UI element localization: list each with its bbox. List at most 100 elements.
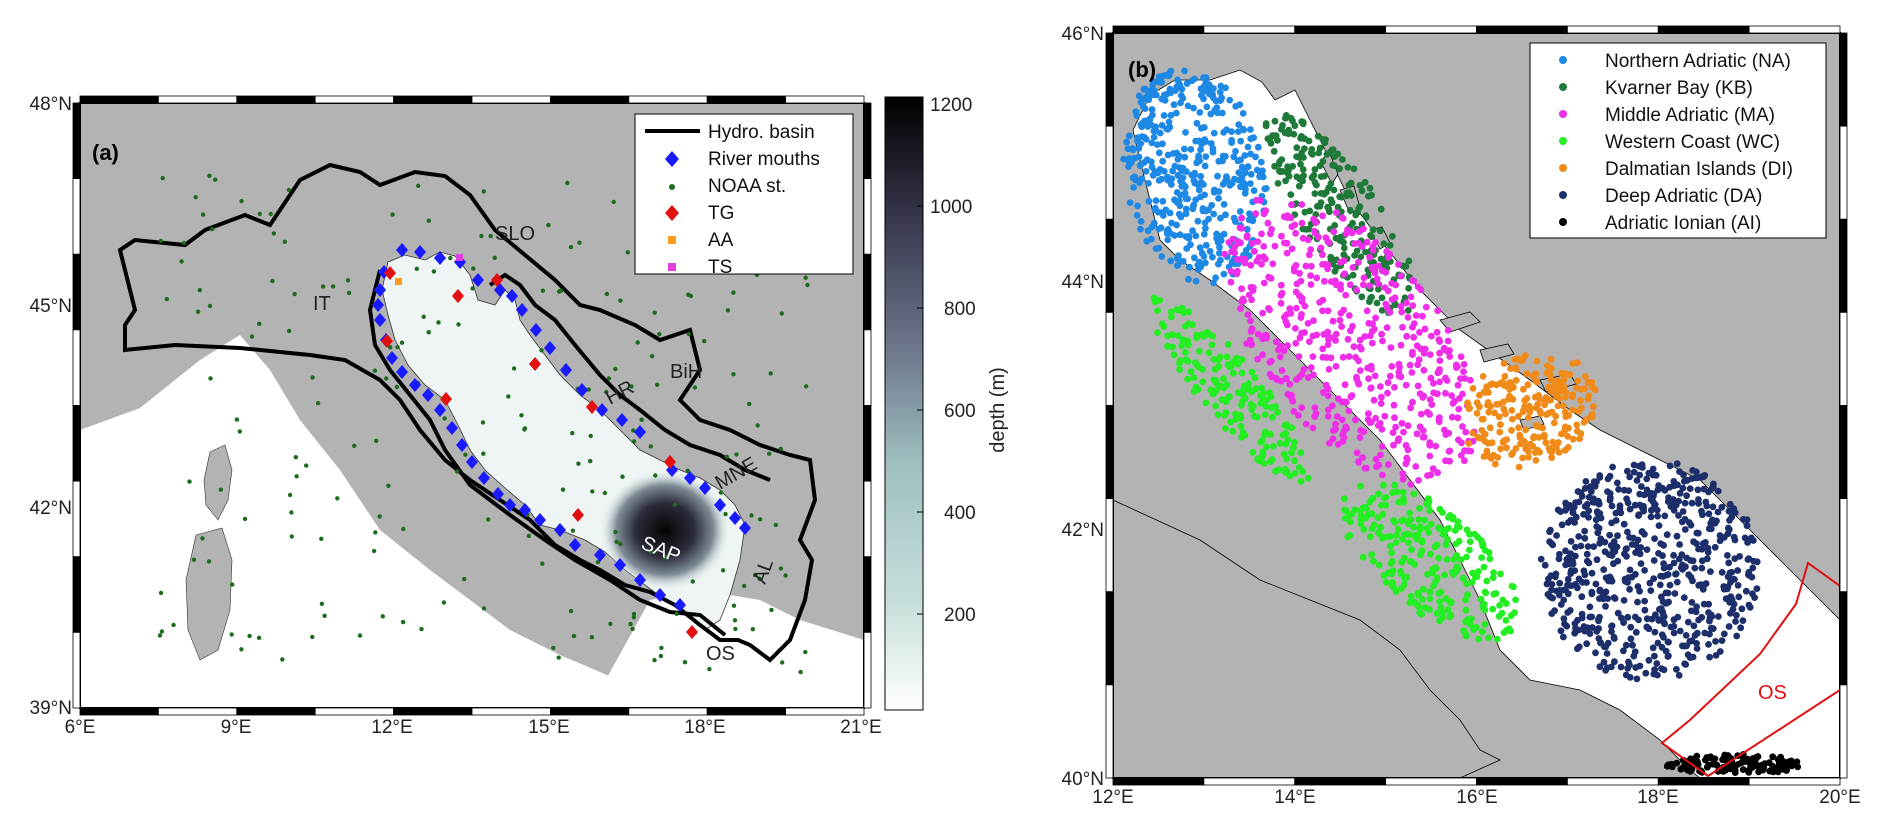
scatter-point xyxy=(1412,312,1420,319)
scatter-point xyxy=(1133,112,1141,119)
scatter-point xyxy=(1608,577,1616,585)
scatter-point xyxy=(1561,426,1569,434)
scatter-point xyxy=(1753,585,1761,592)
scatter-point xyxy=(1424,570,1431,578)
noaa-station-dot xyxy=(481,606,487,611)
noaa-station-dot xyxy=(419,626,424,632)
frame-bar xyxy=(236,95,316,104)
noaa-station-dot xyxy=(462,576,467,582)
scatter-point xyxy=(1698,564,1706,572)
river-mouth-marker xyxy=(466,455,478,469)
scatter-point xyxy=(1316,299,1323,306)
scatter-point xyxy=(1542,394,1550,401)
scatter-point xyxy=(1581,534,1589,542)
scatter-point xyxy=(1208,201,1216,209)
legend-entry: Kvarner Bay (KB) xyxy=(1605,78,1753,99)
noaa-station-dot xyxy=(234,417,240,422)
scatter-point xyxy=(1665,652,1672,660)
scatter-point xyxy=(1324,413,1332,420)
scatter-point xyxy=(1641,567,1648,574)
scatter-point xyxy=(1275,466,1282,474)
scatter-point xyxy=(1561,446,1569,454)
scatter-point xyxy=(1375,561,1383,569)
scatter-point xyxy=(1620,486,1628,494)
scatter-point xyxy=(1259,309,1266,317)
scatter-point xyxy=(1520,385,1527,393)
noaa-station-dot xyxy=(158,238,164,244)
scatter-point xyxy=(1577,397,1584,404)
scatter-point xyxy=(1541,399,1549,407)
legend-entry: Hydro. basin xyxy=(708,122,815,143)
scatter-point xyxy=(1725,559,1733,567)
scatter-point xyxy=(1295,412,1302,419)
noaa-station-dot xyxy=(568,608,574,614)
scatter-point xyxy=(1159,157,1167,165)
frame-bar xyxy=(863,405,872,482)
scatter-point xyxy=(1414,382,1422,390)
noaa-station-dot xyxy=(294,474,299,479)
river-mouth-marker xyxy=(699,481,711,495)
noaa-station-dot xyxy=(652,310,657,315)
scatter-point xyxy=(1190,201,1198,209)
scatter-point xyxy=(1201,162,1209,170)
scatter-point xyxy=(1573,421,1581,429)
scatter-point xyxy=(1390,401,1398,409)
scatter-point xyxy=(1355,357,1362,365)
noaa-station-dot xyxy=(631,428,636,433)
scatter-point xyxy=(1622,545,1630,553)
scatter-point xyxy=(1227,278,1235,286)
scatter-point xyxy=(1417,410,1425,418)
scatter-point xyxy=(1382,501,1389,509)
scatter-point xyxy=(1247,401,1255,408)
scatter-point xyxy=(1182,205,1190,213)
scatter-point xyxy=(1169,331,1176,339)
scatter-point xyxy=(1432,442,1440,450)
scatter-point xyxy=(1612,543,1620,551)
scatter-point xyxy=(1247,261,1255,269)
scatter-point xyxy=(1404,422,1412,430)
scatter-point xyxy=(1454,518,1462,526)
noaa-station-dot xyxy=(718,490,724,495)
scatter-point xyxy=(1287,114,1295,122)
scatter-point xyxy=(1728,568,1736,576)
scatter-point xyxy=(1374,280,1382,288)
frame-bar xyxy=(314,707,395,716)
scatter-point xyxy=(1309,424,1317,432)
scatter-point xyxy=(1381,494,1388,502)
scatter-point xyxy=(1415,591,1422,599)
river-mouth-marker xyxy=(576,383,588,397)
scatter-point xyxy=(1420,585,1427,593)
scatter-point xyxy=(1405,257,1413,265)
scatter-point xyxy=(1190,374,1198,381)
scatter-point xyxy=(1523,395,1531,402)
scatter-point xyxy=(1738,605,1746,613)
scatter-point xyxy=(1366,282,1373,290)
scatter-point xyxy=(1497,570,1504,578)
scatter-point xyxy=(1345,407,1353,415)
noaa-station-dot xyxy=(767,451,772,456)
frame-bar xyxy=(1105,591,1114,686)
scatter-point xyxy=(1655,617,1663,624)
river-mouth-marker xyxy=(654,588,666,602)
scatter-point xyxy=(1471,530,1478,538)
scatter-point xyxy=(1486,555,1494,563)
frame-bar xyxy=(863,253,872,331)
scatter-point xyxy=(1259,173,1267,181)
scatter-point xyxy=(1155,73,1163,81)
noaa-station-dot xyxy=(546,222,551,228)
scatter-point xyxy=(1150,133,1158,141)
scatter-point xyxy=(1405,284,1412,292)
scatter-point xyxy=(1496,428,1504,436)
frame-bar xyxy=(1105,405,1114,500)
scatter-point xyxy=(1323,151,1331,158)
scatter-point xyxy=(1332,363,1340,370)
scatter-point xyxy=(1629,641,1636,649)
scatter-point xyxy=(1403,299,1410,307)
scatter-point xyxy=(1238,369,1246,377)
scatter-point xyxy=(1262,443,1270,451)
scatter-point xyxy=(1479,415,1487,423)
river-mouth-marker xyxy=(396,365,408,379)
scatter-point xyxy=(1201,191,1208,199)
noaa-station-dot xyxy=(159,629,165,634)
scatter-point xyxy=(1360,525,1368,533)
